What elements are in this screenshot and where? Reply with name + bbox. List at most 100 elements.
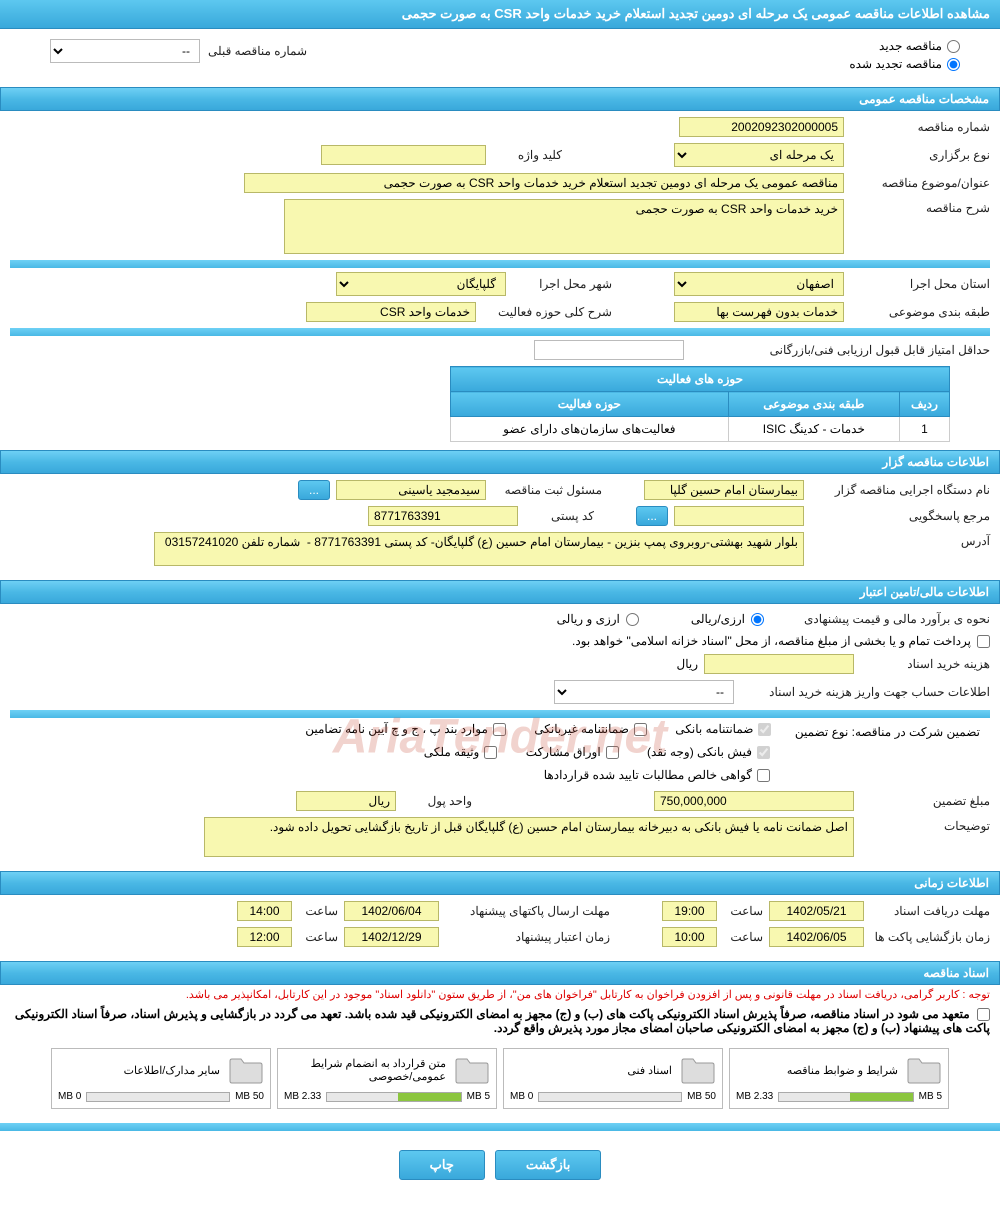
org-name-label: نام دستگاه اجرایی مناقصه گزار [810, 481, 990, 499]
doc-title: متن قرارداد به انضمام شرایط عمومی/خصوصی [284, 1057, 446, 1083]
threshold-label: حداقل امتیاز قابل قبول ارزیابی فنی/بازرگ… [690, 341, 990, 359]
doc-cost-input[interactable] [704, 654, 854, 674]
account-select[interactable]: -- [554, 680, 734, 704]
validity-label: زمان اعتبار پیشنهاد [445, 928, 610, 946]
progress-bar [538, 1092, 682, 1102]
section-time: اطلاعات زمانی [0, 871, 1000, 895]
time-label-1: ساعت [723, 902, 763, 920]
progress-bar [326, 1092, 461, 1102]
rial-unit: ریال [676, 657, 698, 671]
responsible-input[interactable] [336, 480, 486, 500]
cb-cert[interactable] [757, 769, 770, 782]
remarks-textarea[interactable]: اصل ضمانت نامه یا فیش بانکی به دبیرخانه … [204, 817, 854, 857]
doc-cap: 50 MB [687, 1091, 716, 1102]
doc-card-technical[interactable]: اسناد فنی 50 MB 0 MB [503, 1048, 723, 1109]
org-name-input[interactable] [644, 480, 804, 500]
progress-bar [778, 1092, 913, 1102]
province-select[interactable]: اصفهان [674, 272, 844, 296]
doc-card-other[interactable]: سایر مدارک/اطلاعات 50 MB 0 MB [51, 1048, 271, 1109]
section-financial: اطلاعات مالی/تامین اعتبار [0, 580, 1000, 604]
radio-new-tender[interactable] [947, 40, 960, 53]
tender-number-input[interactable] [679, 117, 844, 137]
receive-date-input[interactable] [769, 901, 864, 921]
currency-unit-input[interactable] [296, 791, 396, 811]
activity-scope-label: شرح کلی حوزه فعالیت [482, 303, 612, 321]
divider [10, 710, 990, 718]
guarantee-amount-input[interactable] [654, 791, 854, 811]
desc-textarea[interactable]: خرید خدمات واحد CSR به صورت حجمی [284, 199, 844, 254]
print-button[interactable]: چاپ [399, 1150, 485, 1180]
cb-nonbank-label: ضمانتنامه غیربانکی [534, 722, 629, 736]
estimate-label: نحوه ی برآورد مالی و قیمت پیشنهادی [770, 610, 990, 628]
checkbox-treasury[interactable] [977, 635, 990, 648]
contact-lookup-button[interactable]: ... [636, 506, 668, 526]
doc-used: 0 MB [510, 1091, 533, 1102]
col-topic: طبقه بندی موضوعی [728, 392, 899, 417]
radio-fx[interactable] [626, 613, 639, 626]
responsible-lookup-button[interactable]: ... [298, 480, 330, 500]
divider [10, 260, 990, 268]
progress-bar [86, 1092, 230, 1102]
keyword-input[interactable] [321, 145, 486, 165]
type-select[interactable]: یک مرحله ای [674, 143, 844, 167]
receive-time-input[interactable] [662, 901, 717, 921]
cb-bylaw[interactable] [493, 723, 506, 736]
treasury-note: پرداخت تمام و یا بخشی از مبلغ مناقصه، از… [572, 634, 971, 648]
activity-scope-input[interactable] [306, 302, 476, 322]
keyword-label: کلید واژه [492, 146, 562, 164]
city-select[interactable]: گلپایگان [336, 272, 506, 296]
contact-input[interactable] [674, 506, 804, 526]
threshold-input[interactable] [534, 340, 684, 360]
doc-card-conditions[interactable]: شرایط و ضوابط مناقصه 5 MB 2.33 MB [729, 1048, 949, 1109]
divider [10, 328, 990, 336]
cb-bylaw-label: موارد بند پ ، ج و چ آیین نامه تضامین [305, 722, 488, 736]
address-label: آدرس [810, 532, 990, 550]
cb-nonbank-guarantee[interactable] [634, 723, 647, 736]
doc-used: 2.33 MB [736, 1091, 773, 1102]
cb-securities[interactable] [606, 746, 619, 759]
city-label: شهر محل اجرا [512, 275, 612, 293]
tender-number-label: شماره مناقصه [850, 118, 990, 136]
doc-cap: 50 MB [235, 1091, 264, 1102]
subject-input[interactable] [244, 173, 844, 193]
activity-table-title: حوزه های فعالیت [451, 367, 950, 392]
type-label: نوع برگزاری [850, 146, 990, 164]
radio-renewed-tender[interactable] [947, 58, 960, 71]
radio-fx-rial[interactable] [751, 613, 764, 626]
docs-note-bold: متعهد می شود در اسناد مناقصه، صرفاً پذیر… [0, 1004, 1000, 1038]
cell-area: فعالیت‌های سازمان‌های دارای عضو [451, 417, 729, 442]
doc-cap: 5 MB [467, 1091, 490, 1102]
checkbox-commit[interactable] [977, 1008, 990, 1021]
province-label: استان محل اجرا [850, 275, 990, 293]
cb-bank-guarantee[interactable] [758, 723, 771, 736]
folder-icon [228, 1055, 264, 1085]
section-organizer: اطلاعات مناقصه گزار [0, 450, 1000, 474]
validity-time-input[interactable] [237, 927, 292, 947]
submit-time-input[interactable] [237, 901, 292, 921]
radio-new-label: مناقصه جدید [879, 39, 942, 53]
responsible-label: مسئول ثبت مناقصه [492, 481, 602, 499]
cb-cash[interactable] [757, 746, 770, 759]
validity-date-input[interactable] [344, 927, 439, 947]
doc-used: 2.33 MB [284, 1091, 321, 1102]
cell-rownum: 1 [900, 417, 950, 442]
guarantee-type-label: تضمین شرکت در مناقصه: نوع تضمین [795, 725, 980, 739]
table-row: 1 خدمات - کدینگ ISIC فعالیت‌های سازمان‌ه… [451, 417, 950, 442]
section-general: مشخصات مناقصه عمومی [0, 87, 1000, 111]
doc-card-contract[interactable]: متن قرارداد به انضمام شرایط عمومی/خصوصی … [277, 1048, 497, 1109]
open-date-input[interactable] [769, 927, 864, 947]
docs-note-red: توجه : کاربر گرامی، دریافت اسناد در مهلت… [0, 985, 1000, 1004]
col-row: ردیف [900, 392, 950, 417]
topic-class-input[interactable] [674, 302, 844, 322]
submit-date-input[interactable] [344, 901, 439, 921]
doc-title: سایر مدارک/اطلاعات [58, 1064, 220, 1077]
return-button[interactable]: بازگشت [495, 1150, 601, 1180]
cb-property[interactable] [484, 746, 497, 759]
prev-number-select[interactable]: -- [50, 39, 200, 63]
time-label-4: ساعت [298, 928, 338, 946]
open-time-input[interactable] [662, 927, 717, 947]
activity-table: حوزه های فعالیت ردیف طبقه بندی موضوعی حو… [450, 366, 950, 442]
address-textarea[interactable]: بلوار شهید بهشتی-روبروی پمپ بنزین - بیما… [154, 532, 804, 566]
postal-input[interactable] [368, 506, 518, 526]
time-label-3: ساعت [723, 928, 763, 946]
